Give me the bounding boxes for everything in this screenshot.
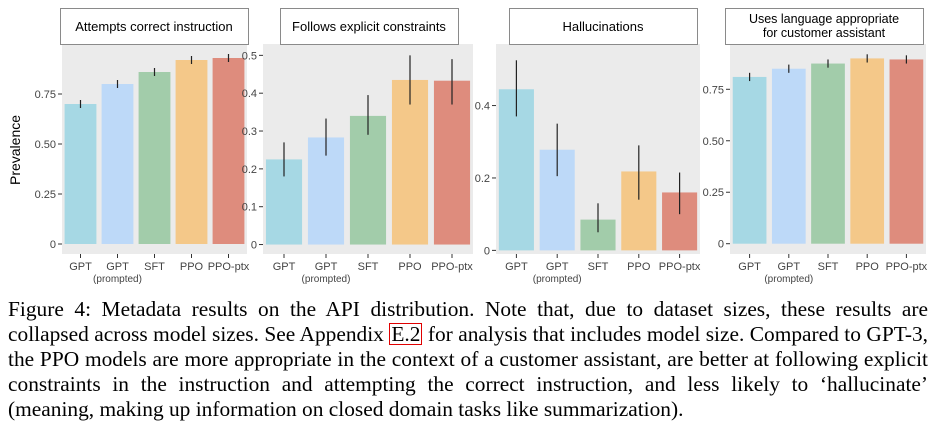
panel-title: Follows explicit constraints — [292, 19, 446, 34]
y-axis-label: Prevalence — [7, 115, 23, 185]
x-tick-sublabel: (prompted) — [764, 274, 813, 285]
y-tick-label: 0.4 — [242, 88, 257, 100]
x-tick-label: PPO — [627, 261, 651, 273]
caption-text-end: for analysis that includes model size. C… — [8, 322, 928, 421]
appendix-link[interactable]: E.2 — [389, 322, 423, 346]
x-tick-label: GPT — [69, 261, 92, 273]
panel: Attempts correct instruction 0 0.25 0.50 0.7… — [35, 8, 250, 285]
panel-title-box — [60, 8, 249, 45]
bar — [889, 59, 924, 244]
y-tick-label: 0 — [251, 240, 257, 252]
y-tick-label: 0.2 — [242, 164, 257, 176]
x-tick-sublabel: (prompted) — [302, 274, 351, 285]
figure-caption: Figure 4: Metadata results on the API di… — [8, 297, 928, 422]
x-tick-label: SFT — [588, 261, 609, 273]
x-tick-label: PPO-ptx — [208, 261, 250, 273]
bar — [101, 84, 134, 244]
panel-title: Hallucinations — [563, 19, 644, 34]
x-tick-label: SFT — [144, 261, 165, 273]
y-tick-label: 0.3 — [242, 126, 257, 138]
y-tick-label: 0.4 — [475, 101, 490, 113]
bar — [771, 68, 806, 244]
y-tick-label: 0 — [484, 245, 490, 257]
x-tick-sublabel: (prompted) — [533, 274, 582, 285]
y-tick-label: 0.75 — [35, 89, 56, 101]
bar — [212, 58, 245, 244]
bar — [64, 104, 97, 244]
x-tick-label: PPO-ptx — [659, 261, 701, 273]
bar — [175, 60, 208, 244]
bar — [732, 76, 767, 244]
x-tick-label: GPT — [106, 261, 129, 273]
y-tick-label: 0.1 — [242, 202, 257, 214]
x-tick-label: SFT — [358, 261, 379, 273]
y-tick-label: 0.2 — [475, 173, 490, 185]
y-tick-label: 0.25 — [703, 187, 724, 199]
panel-title-box — [509, 8, 698, 45]
y-tick-label: 0 — [50, 239, 56, 251]
x-tick-label: GPT — [738, 261, 761, 273]
y-tick-label: 0 — [718, 239, 724, 251]
x-tick-label: PPO — [856, 261, 880, 273]
panel-title-box — [280, 8, 459, 45]
x-tick-label: GPT — [546, 261, 569, 273]
metadata-results-figure: Prevalence Attempts correct instruction 0… — [7, 8, 928, 285]
panel: Hallucinations 0 0.2 0.4 GPT GPT SFT PPO PPO-ptx… — [475, 8, 701, 285]
bar — [433, 80, 471, 245]
caption-text-start: Figure 4: Metadata results on the API di… — [8, 297, 928, 346]
y-tick-label: 0.25 — [35, 189, 56, 201]
x-tick-label: SFT — [818, 261, 839, 273]
y-tick-label: 0.5 — [242, 50, 257, 62]
x-tick-label: GPT — [777, 261, 800, 273]
y-tick-label: 0.75 — [703, 84, 724, 96]
panel-title: Uses language appropriate — [749, 12, 899, 26]
x-tick-label: PPO-ptx — [886, 261, 928, 273]
panel-title-box — [725, 8, 924, 45]
x-tick-label: GPT — [273, 261, 296, 273]
bar — [349, 115, 387, 245]
bar — [850, 58, 885, 244]
x-tick-sublabel: (prompted) — [93, 274, 142, 285]
x-tick-label: GPT — [505, 261, 528, 273]
x-tick-label: PPO — [180, 261, 204, 273]
panel: Follows explicit constraints 0 0.1 0.2 0.3 0.… — [242, 8, 473, 285]
x-tick-label: PPO-ptx — [431, 261, 473, 273]
x-tick-label: GPT — [315, 261, 338, 273]
panel-title: Attempts correct instruction — [75, 19, 233, 34]
y-tick-label: 0.50 — [703, 136, 724, 148]
x-tick-label: PPO — [398, 261, 422, 273]
bar — [811, 63, 845, 244]
bar — [138, 72, 171, 244]
bar — [391, 79, 429, 245]
panel-title: for customer assistant — [763, 26, 886, 40]
y-tick-label: 0.50 — [35, 139, 56, 151]
